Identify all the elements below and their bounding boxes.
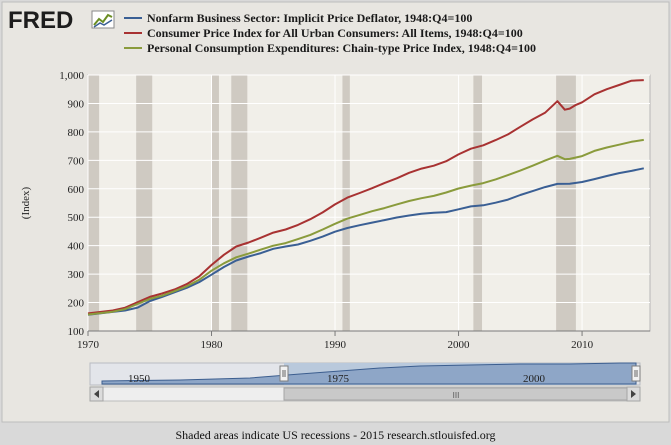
series-line-2[interactable] bbox=[87, 79, 644, 315]
recession-band bbox=[136, 75, 153, 331]
navigator-label-1975: 1975 bbox=[327, 373, 350, 385]
y-tick-label: 1,000 bbox=[59, 70, 84, 82]
recession-band bbox=[556, 75, 576, 331]
y-axis-title: (Index) bbox=[20, 186, 32, 219]
recession-bands bbox=[88, 75, 576, 331]
y-tick-label: 300 bbox=[68, 269, 85, 281]
y-tick-label: 500 bbox=[68, 212, 85, 224]
arrow-left-icon bbox=[94, 390, 99, 398]
y-tick-label: 600 bbox=[68, 184, 85, 196]
x-tick-label: 2000 bbox=[448, 339, 471, 351]
y-tick-label: 700 bbox=[68, 155, 85, 167]
y-tick-label: 200 bbox=[68, 298, 85, 310]
recession-band bbox=[88, 75, 100, 331]
legend-label[interactable]: Nonfarm Business Sector: Implicit Price … bbox=[147, 11, 472, 25]
navigator-right-handle[interactable] bbox=[631, 365, 641, 382]
recession-band bbox=[342, 75, 350, 331]
series-line-3[interactable] bbox=[87, 138, 644, 316]
y-axis-ticks: 100 200 300 400 500 600 700 800 900 1,000 bbox=[59, 70, 84, 338]
legend-label[interactable]: Consumer Price Index for All Urban Consu… bbox=[147, 26, 523, 40]
recession-band bbox=[231, 75, 248, 331]
x-axis-ticks: 1970 1980 1990 2000 2010 bbox=[77, 331, 594, 351]
navigator-series-area bbox=[101, 362, 637, 385]
navigator-label-2000: 2000 bbox=[523, 373, 546, 385]
legend-label[interactable]: Personal Consumption Expenditures: Chain… bbox=[147, 41, 536, 55]
y-tick-label: 400 bbox=[68, 241, 85, 253]
chart-legend: Nonfarm Business Sector: Implicit Price … bbox=[124, 11, 536, 55]
scrollbar[interactable]: III bbox=[89, 386, 641, 402]
y-tick-label: 800 bbox=[68, 127, 85, 139]
y-tick-label: 900 bbox=[68, 98, 85, 110]
arrow-right-icon bbox=[631, 390, 636, 398]
x-tick-label: 2010 bbox=[571, 339, 594, 351]
x-tick-label: 1980 bbox=[201, 339, 224, 351]
recession-band bbox=[473, 75, 483, 331]
y-tick-label: 100 bbox=[68, 326, 85, 338]
scrollbar-grip: III bbox=[453, 391, 460, 400]
footer-note: Shaded areas indicate US recessions - 20… bbox=[175, 428, 496, 442]
recession-band bbox=[211, 75, 219, 331]
logo-text: FRED bbox=[8, 7, 73, 34]
navigator-left-handle[interactable] bbox=[279, 365, 289, 382]
logo-chart-icon bbox=[91, 10, 115, 29]
series-lines bbox=[87, 79, 645, 316]
navigator-label-1950: 1950 bbox=[128, 373, 151, 385]
navigator[interactable]: 1950 1975 2000 bbox=[89, 362, 641, 386]
x-tick-label: 1970 bbox=[77, 339, 100, 351]
fred-logo[interactable]: FRED bbox=[8, 7, 115, 34]
x-tick-label: 1990 bbox=[324, 339, 347, 351]
series-line-1[interactable] bbox=[87, 167, 645, 316]
